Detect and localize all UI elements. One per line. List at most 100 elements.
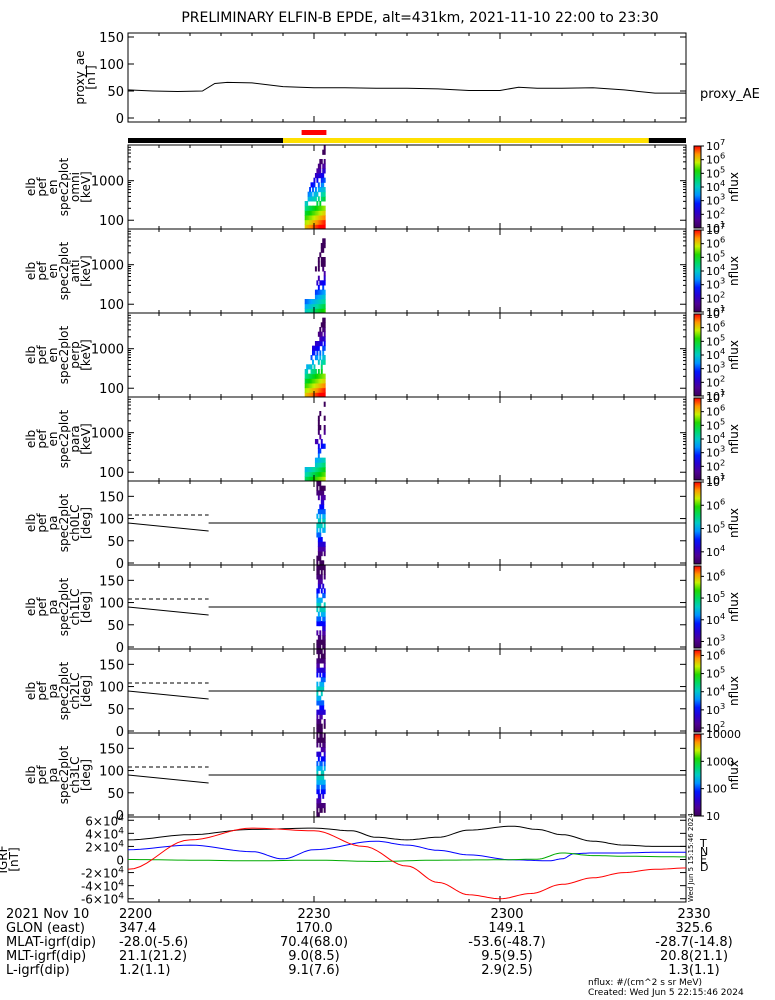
heatmap-cell [322,709,325,715]
heatmap-cell [316,467,319,473]
heatmap-cell [317,518,320,524]
colorbar-tick-label: 105 [706,248,725,264]
heatmap-cell [320,770,323,776]
heatmap-cell [320,210,323,216]
heatmap-cell [323,196,326,202]
y-tick-label: 4×104 [85,826,124,841]
heatmap-cell [317,462,320,468]
heatmap-cell [316,210,319,216]
heatmap-cell [323,761,326,767]
heatmap-cell [320,387,323,393]
heatmap-cell [317,425,320,431]
heatmap-cell [319,630,322,636]
heatmap-cell [317,443,320,449]
heatmap-cell [313,205,316,211]
heatmap-cell [312,476,314,482]
heatmap-cell [317,793,320,799]
heatmap-cell [319,597,322,603]
heatmap-cell [320,723,323,729]
heatmap-cell [319,621,322,627]
heatmap-cell [323,257,326,263]
heatmap-cell [319,649,322,655]
heatmap-cell [307,219,310,225]
heatmap-cell [323,541,326,547]
heatmap-cell [317,555,320,561]
colorbar-tick-label: 101 [706,219,725,235]
colorbar-label: nflux [727,340,741,370]
heatmap-cell [316,294,319,300]
heatmap-cell [320,294,323,300]
heatmap-cell [322,173,325,179]
heatmap-cell [317,700,320,706]
colorbar-label: nflux [727,676,741,706]
heatmap-cell [322,546,325,552]
heatmap-cell [313,378,316,384]
footer-value: 347.4 [119,921,157,936]
heatmap-cell [322,168,325,174]
heatmap-cell [312,224,314,230]
heatmap-cell [317,331,320,337]
heatmap-cell [323,378,326,384]
y-axis-label: spec2plot [57,745,71,804]
heatmap-cell [319,751,322,757]
heatmap-cell [320,705,323,711]
heatmap-cell [320,653,323,659]
heatmap-cell [323,331,326,337]
heatmap-cell [323,341,326,347]
y-tick-label: 100 [99,681,124,696]
heatmap-cell [309,303,312,309]
heatmap-cell [322,177,325,183]
heatmap-cell [306,476,309,482]
heatmap-cell [312,205,314,211]
heatmap-cell [314,219,317,225]
y-tick-label: 100 [99,214,124,229]
heatmap-cell [320,691,323,697]
heatmap-cell [323,317,326,323]
heatmap-cell [317,639,320,645]
heatmap-cell [316,765,319,771]
heatmap-cell [322,219,325,225]
heatmap-cell [322,495,325,501]
heatmap-cell [312,308,314,314]
heatmap-cell [322,737,325,743]
heatmap-cell [316,649,319,655]
heatmap-cell [316,691,319,697]
heatmap-cell [317,299,320,305]
heatmap-cell [320,551,323,557]
heatmap-cell [322,499,325,505]
y-axis-label: elb [24,514,38,532]
footer-value: 1.3(1.1) [668,963,720,978]
y-axis-label: pef [35,429,49,449]
y-tick-label: 0 [116,112,124,127]
heatmap-cell [316,219,319,225]
heatmap-cell [317,658,320,664]
heatmap-cell [323,280,326,286]
heatmap-cell [310,205,313,211]
footer-value: 2200 [119,907,153,922]
heatmap-cell [323,737,326,743]
heatmap-cell [323,205,326,211]
orbit-segment-sunlit [283,138,649,143]
heatmap-cell [317,723,320,729]
heatmap-cell [310,378,313,384]
y-tick-label: 1000 [91,427,124,442]
heatmap-cell [323,658,326,664]
heatmap-cell [322,308,325,314]
heatmap-cell [320,569,323,575]
heatmap-cell [320,364,323,370]
heatmap-cell [310,476,313,482]
heatmap-cell [319,383,322,389]
heatmap-cell [309,308,312,314]
heatmap-cell [316,532,319,538]
colorbar [693,649,702,733]
figure-title: PRELIMINARY ELFIN-B EPDE, alt=431km, 202… [181,10,658,26]
heatmap-cell [316,784,319,790]
heatmap-cell [316,630,319,636]
colorbar-tick-label: 103 [706,192,725,208]
heatmap-cell [317,565,320,571]
colorbar-tick-label: 106 [706,646,725,662]
heatmap-cell [322,621,325,627]
heatmap-cell [319,607,322,613]
heatmap-cell [316,663,319,669]
